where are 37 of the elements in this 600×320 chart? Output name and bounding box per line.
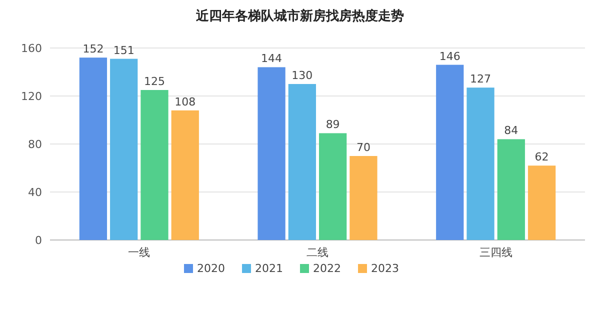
data-label: 144 [261, 52, 282, 66]
x-tick-label: 二线 [306, 246, 328, 259]
data-label: 152 [82, 42, 104, 56]
legend-label: 2023 [371, 262, 399, 275]
bar [319, 133, 347, 240]
legend-label: 2020 [197, 262, 225, 275]
bar [258, 67, 286, 240]
bar [79, 58, 108, 240]
data-label: 125 [144, 75, 165, 88]
data-label: 70 [356, 141, 370, 154]
bar [528, 166, 556, 240]
y-tick-label: 40 [28, 186, 42, 199]
data-label: 127 [470, 72, 492, 86]
data-label: 108 [174, 95, 196, 108]
bar [466, 88, 494, 240]
y-tick-label: 80 [28, 138, 42, 151]
data-label: 84 [504, 124, 518, 138]
bar [171, 110, 199, 240]
data-label: 89 [326, 118, 340, 132]
y-tick-label: 0 [35, 234, 42, 247]
legend-label: 2022 [313, 262, 341, 275]
data-label: 151 [113, 44, 134, 57]
y-tick-label: 160 [21, 42, 42, 55]
data-label: 62 [534, 150, 549, 164]
bar [497, 139, 525, 240]
bar [110, 58, 138, 240]
bar [140, 90, 168, 240]
bar [436, 64, 464, 240]
bar [350, 156, 378, 240]
x-tick-label: 三四线 [479, 246, 512, 259]
x-tick-label: 一线 [128, 246, 150, 259]
y-tick-label: 120 [21, 90, 42, 103]
data-label: 146 [439, 50, 460, 63]
legend-label: 2021 [255, 262, 283, 275]
chart-title: 近四年各梯队城市新房找房热度走势 [195, 8, 404, 24]
data-label: 130 [292, 69, 313, 82]
bar [288, 84, 316, 240]
